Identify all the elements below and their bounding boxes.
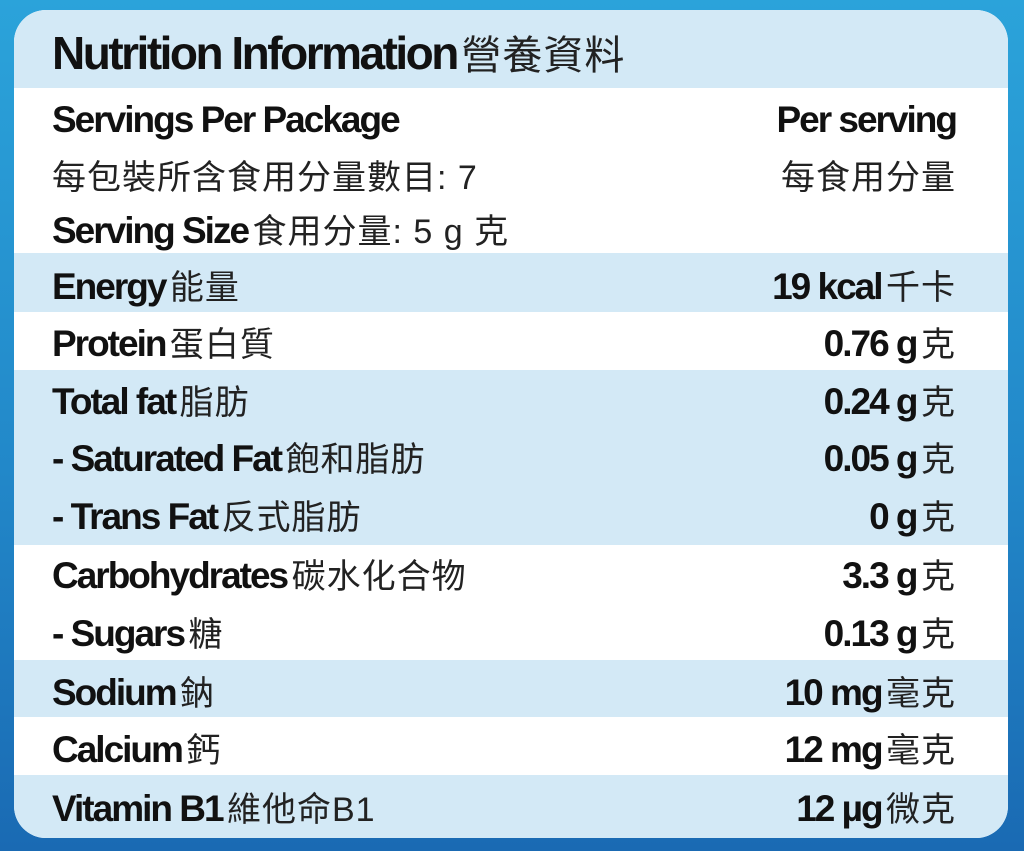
nutrient-value: 0.13 g <box>823 612 919 654</box>
nutrient-value: 0.05 g <box>823 437 919 479</box>
nutrient-name-zh: 飽和脂肪 <box>285 440 426 479</box>
nutrient-name-zh: 脂肪 <box>179 383 250 422</box>
fat-band <box>14 370 1008 545</box>
serving-size-zh: 食用分量: 5 g 克 <box>252 212 510 251</box>
nutrient-unit-zh: 克 <box>921 325 956 364</box>
nutrient-row: - Trans Fat 反式脂肪 0 g 克 <box>52 486 956 542</box>
nutrient-name-zh: 能量 <box>169 268 240 307</box>
nutrient-row: Energy 能量 19 kcal 千卡 <box>52 256 956 312</box>
servings-zh-row: 每包裝所含食用分量數目: 7 每食用分量 <box>52 146 956 202</box>
nutrient-unit-zh: 克 <box>921 440 956 479</box>
servings-row: Servings Per Package Per serving <box>52 92 958 148</box>
protein-band <box>14 312 1008 370</box>
nutrient-name-en: Vitamin B1 <box>52 787 225 829</box>
nutrient-name-zh: 碳水化合物 <box>291 557 467 596</box>
serving-size-en: Serving Size <box>52 209 250 251</box>
nutrient-value: 10 mg <box>784 671 884 713</box>
title-en: Nutrition Information <box>52 27 459 79</box>
servings-per-package-en: Servings Per Package <box>52 99 401 140</box>
servings-per-package-zh: 每包裝所含食用分量數目: 7 <box>52 158 478 197</box>
nutrient-unit-zh: 克 <box>921 557 956 596</box>
nutrient-name-en: Total fat <box>52 380 177 422</box>
carbs-band <box>14 545 1008 660</box>
nutrient-name-en: - Saturated Fat <box>52 437 283 479</box>
serving-size-row: Serving Size 食用分量: 5 g 克 <box>52 200 956 256</box>
nutrient-unit-zh: 微克 <box>886 790 956 829</box>
nutrient-name-en: - Trans Fat <box>52 495 219 537</box>
nutrient-unit-zh: 千卡 <box>886 268 956 307</box>
nutrient-row: Calcium 鈣 12 mg 毫克 <box>52 719 956 775</box>
nutrient-name-zh: 糖 <box>188 615 224 654</box>
title-zh: 營養資料 <box>461 34 626 78</box>
nutrition-label: Nutrition Information 營養資料 Servings Per … <box>14 10 1008 838</box>
nutrient-row: - Sugars 糖 0.13 g 克 <box>52 603 956 659</box>
nutrient-name-en: - Sugars <box>52 612 186 654</box>
nutrient-value: 12 µg <box>796 787 883 829</box>
nutrient-name-en: Calcium <box>52 728 184 770</box>
nutrient-value: 0 g <box>869 495 918 537</box>
energy-band <box>14 253 1008 312</box>
nutrient-value: 19 kcal <box>772 265 883 307</box>
title-band <box>14 10 1008 88</box>
nutrient-name-zh: 反式脂肪 <box>221 498 362 537</box>
sodium-band <box>14 660 1008 717</box>
nutrient-value: 0.24 g <box>823 380 919 422</box>
nutrient-row: Total fat 脂肪 0.24 g 克 <box>52 371 956 427</box>
nutrient-name-en: Energy <box>52 265 167 307</box>
calcium-band <box>14 717 1008 775</box>
nutrient-name-zh: 蛋白質 <box>169 325 275 364</box>
page-title: Nutrition Information 營養資料 <box>52 24 956 80</box>
nutrient-value: 0.76 g <box>823 322 919 364</box>
nutrient-value: 3.3 g <box>842 554 918 596</box>
nutrient-name-zh: 鈉 <box>180 674 216 713</box>
nutrient-row: Protein 蛋白質 0.76 g 克 <box>52 313 956 369</box>
nutrient-unit-zh: 克 <box>921 615 956 654</box>
nutrient-value: 12 mg <box>784 728 884 770</box>
nutrient-unit-zh: 毫克 <box>886 674 956 713</box>
nutrient-row: Sodium 鈉 10 mg 毫克 <box>52 662 956 718</box>
nutrient-name-zh: 鈣 <box>186 731 222 770</box>
per-serving-en: Per serving <box>776 99 958 140</box>
nutrient-name-en: Sodium <box>52 671 178 713</box>
nutrient-row: Vitamin B1 維他命B1 12 µg 微克 <box>52 778 956 834</box>
nutrient-unit-zh: 毫克 <box>886 731 956 770</box>
nutrient-name-en: Carbohydrates <box>52 554 289 596</box>
nutrient-row: - Saturated Fat 飽和脂肪 0.05 g 克 <box>52 428 956 484</box>
nutrient-row: Carbohydrates 碳水化合物 3.3 g 克 <box>52 545 956 601</box>
nutrient-unit-zh: 克 <box>921 498 956 537</box>
nutrient-name-zh: 維他命B1 <box>227 790 376 829</box>
nutrient-unit-zh: 克 <box>921 383 956 422</box>
vitamin-band <box>14 775 1008 838</box>
servings-band <box>14 88 1008 253</box>
per-serving-zh: 每食用分量 <box>781 158 956 197</box>
nutrient-name-en: Protein <box>52 322 167 364</box>
